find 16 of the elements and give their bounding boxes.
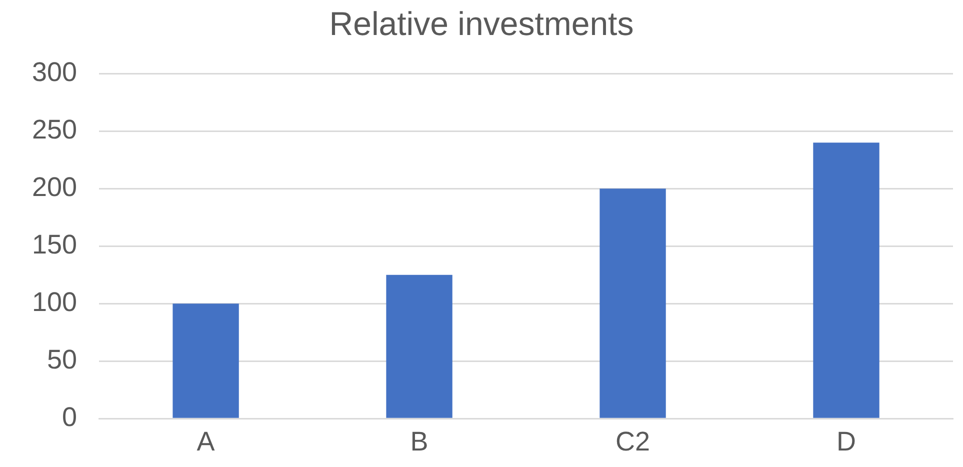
bar [172, 304, 239, 418]
y-tick-label: 250 [32, 114, 78, 145]
y-tick-label: 0 [62, 402, 78, 432]
x-tick-label: D [836, 426, 856, 456]
bar [386, 274, 452, 418]
y-tick-label: 100 [32, 287, 78, 318]
y-tick-label: 50 [47, 344, 78, 375]
bar [813, 142, 880, 418]
x-tick-label: A [196, 426, 215, 456]
y-tick-label: 200 [32, 172, 78, 202]
bar [600, 188, 666, 418]
y-tick-label: 150 [32, 230, 78, 260]
y-tick-label: 300 [32, 57, 78, 88]
x-tick-label: B [410, 426, 428, 456]
x-tick-label: C2 [616, 426, 650, 456]
chart-title: Relative investments [329, 4, 634, 42]
